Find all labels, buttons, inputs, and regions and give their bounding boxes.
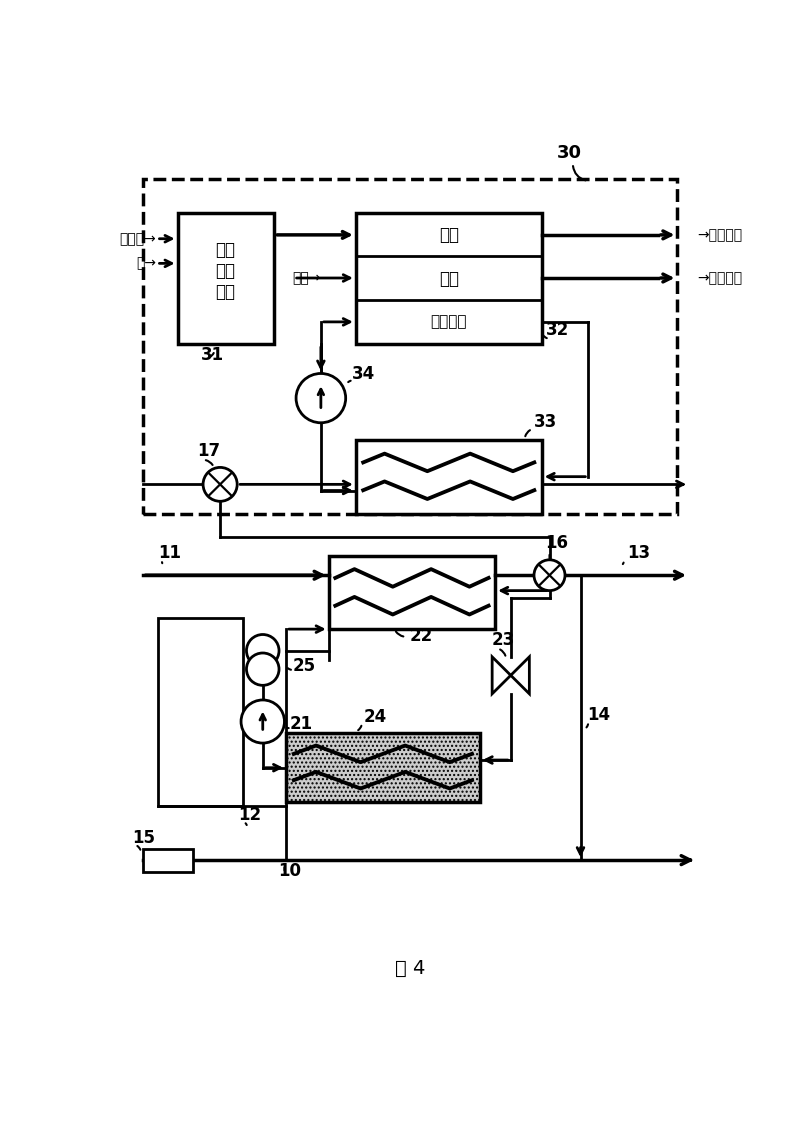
- Polygon shape: [492, 657, 510, 694]
- Circle shape: [203, 467, 237, 501]
- Text: 15: 15: [133, 829, 155, 847]
- Polygon shape: [510, 657, 530, 694]
- Text: 25: 25: [292, 658, 315, 676]
- Text: 天然气→: 天然气→: [119, 232, 156, 245]
- Text: →阳极尾气: →阳极尾气: [697, 228, 742, 242]
- Text: 24: 24: [363, 708, 386, 726]
- Circle shape: [241, 700, 285, 743]
- Text: 33: 33: [534, 414, 558, 432]
- Bar: [178, 214, 274, 344]
- Text: 阳极: 阳极: [438, 226, 458, 244]
- Text: 11: 11: [158, 544, 181, 562]
- Bar: [356, 441, 542, 513]
- Text: 重整: 重整: [215, 241, 235, 259]
- Bar: [286, 733, 480, 802]
- Text: 32: 32: [546, 321, 569, 339]
- Text: 21: 21: [290, 716, 313, 733]
- Text: 12: 12: [238, 807, 261, 824]
- Circle shape: [246, 635, 279, 667]
- Text: 30: 30: [558, 144, 582, 162]
- Text: 制氢: 制氢: [215, 262, 235, 281]
- Bar: [158, 618, 243, 807]
- Text: 22: 22: [410, 627, 434, 644]
- Bar: [356, 214, 542, 344]
- Text: 换热流路: 换热流路: [430, 315, 467, 329]
- Text: 13: 13: [627, 544, 650, 562]
- Bar: [286, 733, 480, 802]
- Text: 空气→: 空气→: [293, 272, 321, 285]
- Circle shape: [246, 653, 279, 685]
- Bar: [329, 556, 495, 629]
- Text: →阴极尾气: →阴极尾气: [697, 272, 742, 285]
- Text: 17: 17: [197, 442, 220, 460]
- Text: 图 4: 图 4: [395, 959, 425, 978]
- Text: 16: 16: [546, 534, 569, 552]
- Text: 装置: 装置: [215, 283, 235, 301]
- Text: 14: 14: [586, 705, 610, 724]
- Text: 31: 31: [201, 345, 224, 364]
- Text: 23: 23: [491, 630, 514, 649]
- Circle shape: [296, 374, 346, 423]
- Text: 阴极: 阴极: [438, 269, 458, 287]
- Bar: [142, 178, 678, 513]
- Bar: [142, 849, 193, 871]
- Text: 34: 34: [352, 365, 375, 383]
- Text: 水→: 水→: [136, 257, 156, 270]
- Text: 10: 10: [278, 861, 302, 879]
- Circle shape: [534, 560, 565, 591]
